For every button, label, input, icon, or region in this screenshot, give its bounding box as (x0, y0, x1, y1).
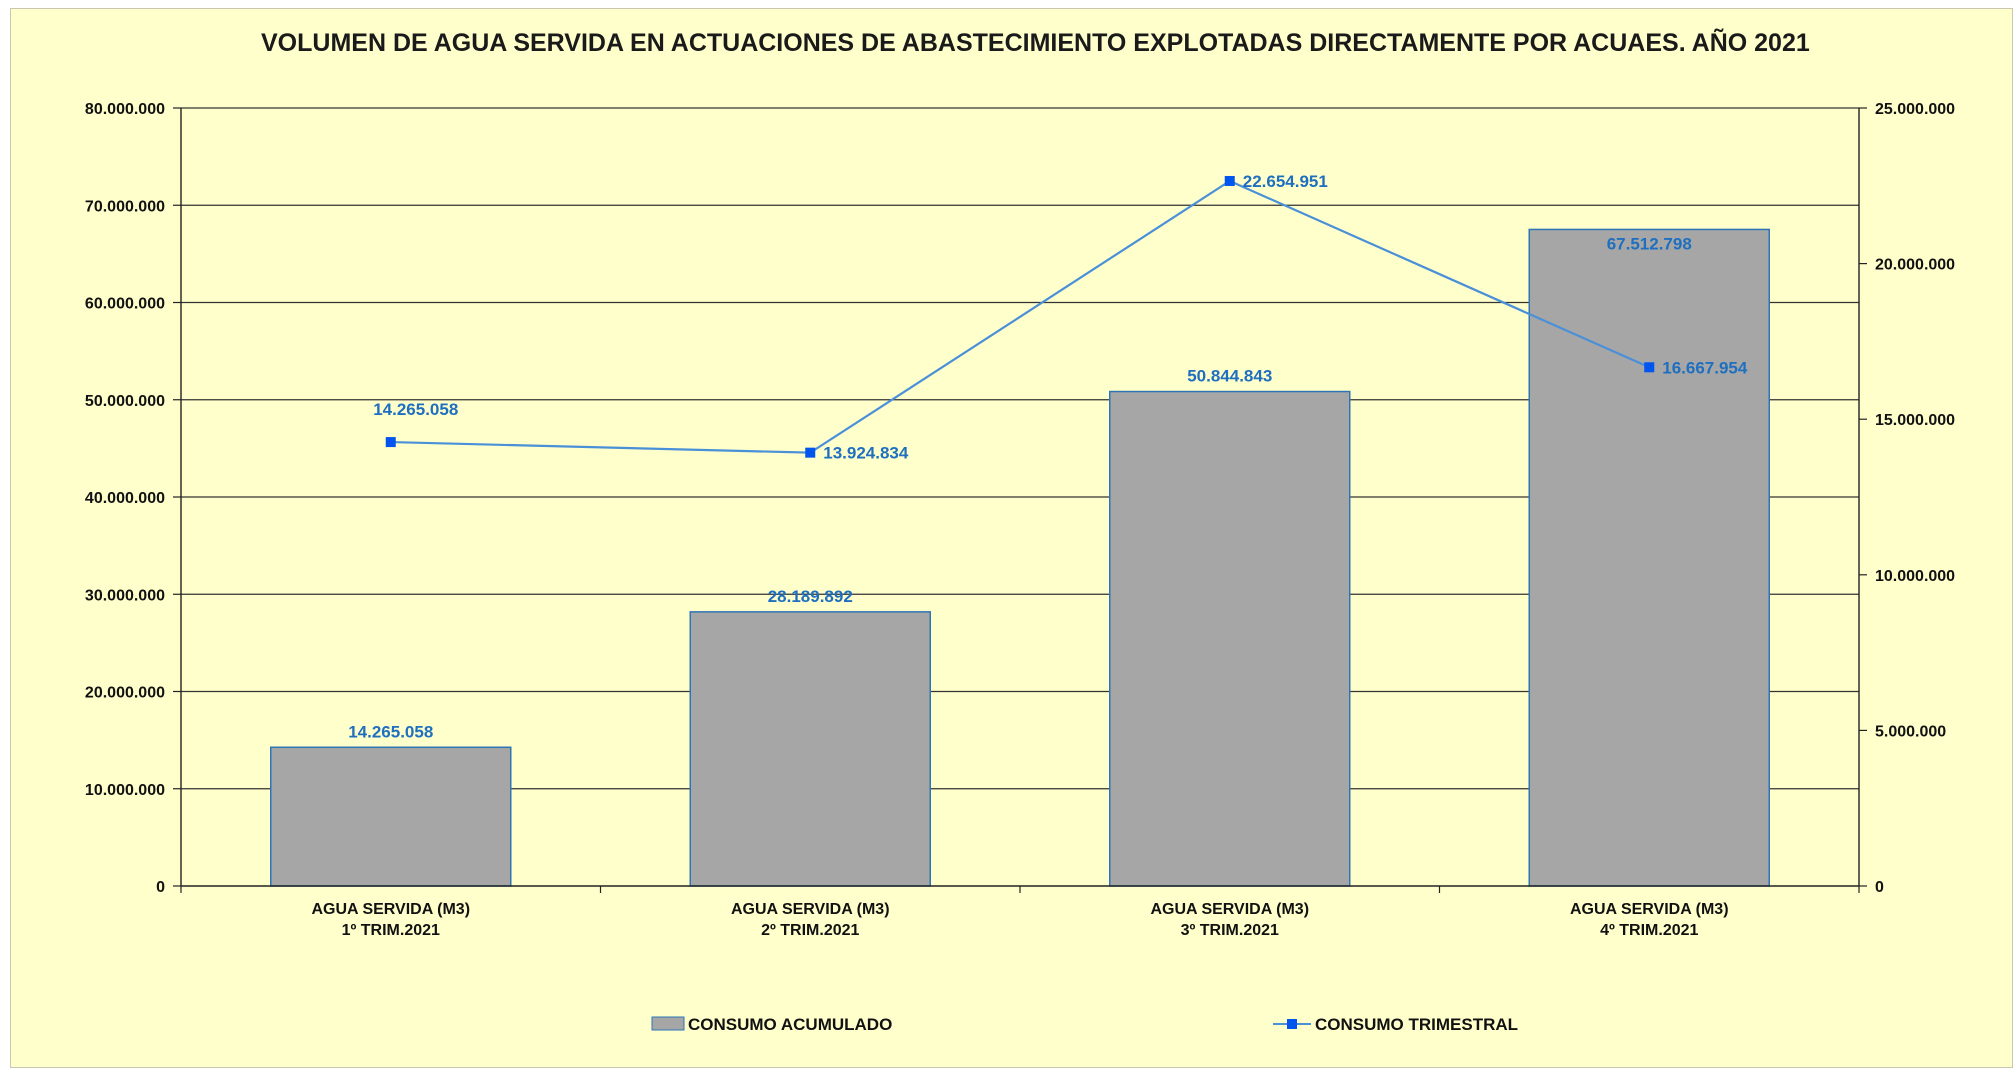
data-labels: 14.265.058 28.189.892 50.844.843 67.512.798… (348, 172, 1748, 741)
line-data-label: 16.667.954 (1662, 358, 1748, 377)
bar (1528, 228, 1770, 887)
line-point (1644, 362, 1655, 373)
category-label: AGUA SERVIDA (M3) (731, 901, 890, 918)
category-label: 2º TRIM.2021 (761, 922, 859, 939)
bar-series (270, 228, 1770, 887)
right-tick-label: 25.000.000 (1875, 101, 1955, 118)
left-tick-label: 60.000.000 (85, 296, 165, 313)
right-tick-label: 5.000.000 (1875, 723, 1946, 740)
legend: CONSUMO ACUMULADO CONSUMO TRIMESTRAL (651, 1015, 1518, 1034)
left-tick-label: 80.000.000 (85, 101, 165, 118)
category-label: 4º TRIM.2021 (1600, 922, 1698, 939)
legend-bar-label: CONSUMO ACUMULADO (688, 1015, 892, 1034)
legend-line-label: CONSUMO TRIMESTRAL (1315, 1015, 1518, 1034)
bar-data-label: 50.844.843 (1187, 367, 1272, 386)
bar (1109, 390, 1351, 887)
chart-frame: VOLUMEN DE AGUA SERVIDA EN ACTUACIONES D… (10, 8, 2013, 1068)
left-tick-label: 20.000.000 (85, 685, 165, 702)
right-tick-label: 0 (1875, 879, 1884, 896)
axes: 0 10.000.000 20.000.000 30.000.000 40.000.00… (85, 101, 1955, 939)
bar (270, 746, 512, 887)
right-tick-label: 20.000.000 (1875, 257, 1955, 274)
line-point (805, 447, 816, 458)
right-tick-label: 15.000.000 (1875, 412, 1955, 429)
right-tick-label: 10.000.000 (1875, 568, 1955, 585)
bar-data-label: 28.189.892 (768, 587, 853, 606)
left-tick-label: 40.000.000 (85, 490, 165, 507)
category-label: 1º TRIM.2021 (342, 922, 440, 939)
line-data-label: 13.924.834 (823, 444, 909, 463)
bar (689, 611, 931, 887)
category-label: AGUA SERVIDA (M3) (1150, 901, 1309, 918)
line-data-label: 22.654.951 (1243, 172, 1328, 191)
line-point (1224, 175, 1235, 186)
legend-line-marker (1287, 1019, 1297, 1029)
category-label: AGUA SERVIDA (M3) (1570, 901, 1729, 918)
line-point (385, 437, 396, 448)
chart-title: VOLUMEN DE AGUA SERVIDA EN ACTUACIONES D… (261, 27, 1810, 57)
category-label: 3º TRIM.2021 (1181, 922, 1279, 939)
category-label: AGUA SERVIDA (M3) (311, 901, 470, 918)
bar-data-label: 14.265.058 (348, 722, 433, 741)
line-series (385, 175, 1655, 458)
chart-svg: VOLUMEN DE AGUA SERVIDA EN ACTUACIONES D… (85, 27, 1955, 1034)
line-data-label: 14.265.058 (373, 400, 458, 419)
left-tick-label: 70.000.000 (85, 198, 165, 215)
legend-bar-swatch (651, 1016, 685, 1031)
bar-data-label: 67.512.798 (1607, 234, 1692, 253)
left-tick-label: 10.000.000 (85, 782, 165, 799)
trimestral-line (390, 179, 1650, 454)
left-tick-label: 0 (156, 879, 165, 896)
left-tick-label: 30.000.000 (85, 587, 165, 604)
grid-lines (181, 107, 1859, 790)
left-tick-label: 50.000.000 (85, 393, 165, 410)
